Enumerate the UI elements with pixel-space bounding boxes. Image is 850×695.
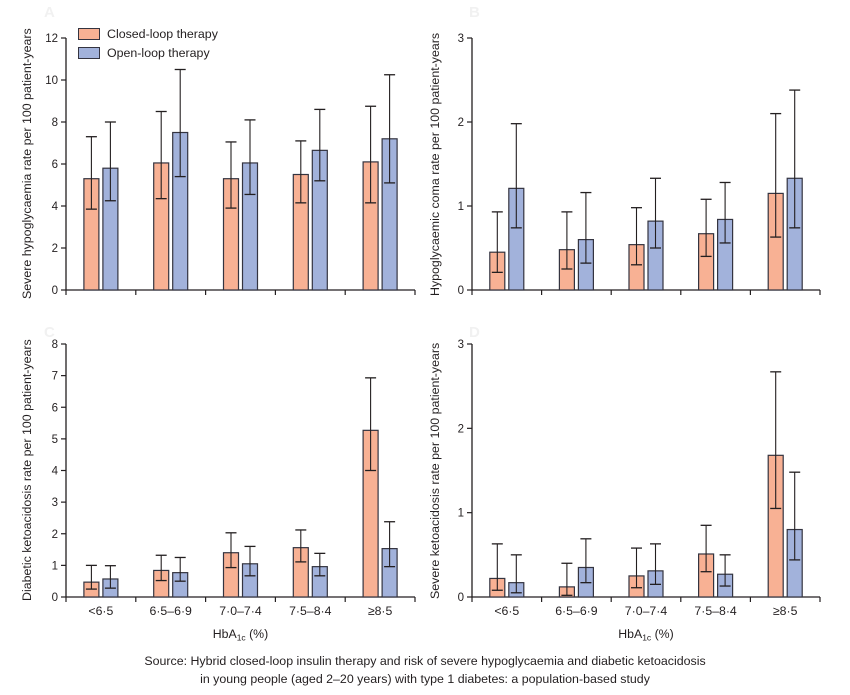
panel-letter-d: D <box>469 324 480 341</box>
y-tick-label: 2 <box>52 529 58 541</box>
x-axis-title: HbA1c (%) <box>618 627 673 643</box>
y-tick-label: 6 <box>52 159 58 171</box>
category-label: 7·5–8·4 <box>289 604 332 618</box>
y-axis-title-diabetic-ketoacidosis: Diabetic ketoacidosis rate per 100 patie… <box>20 339 34 602</box>
y-tick-label: 3 <box>458 33 464 45</box>
chart-severe-hypoglycaemia: 0 2 4 6 8 10 12 <box>45 33 416 297</box>
y-axis-title-hypoglycaemic-coma: Hypoglycaemic coma rate per 100 patient-… <box>428 32 442 296</box>
y-tick-label: 0 <box>458 592 464 604</box>
charts-grid: A Severe hypoglycaemia rate per 100 pati… <box>0 0 850 645</box>
y-tick-label: 12 <box>45 33 58 45</box>
legend: Closed-loop therapy Open-loop therapy <box>78 26 218 64</box>
panel-letter-b: B <box>469 4 480 21</box>
y-tick-label: 8 <box>52 339 58 351</box>
panel-letter-a: A <box>44 4 55 21</box>
panel-severe-ketoacidosis: D Severe ketoacidosis rate per 100 patie… <box>425 320 850 645</box>
legend-swatch-closed-loop <box>78 27 100 40</box>
y-tick-label: 3 <box>52 497 58 509</box>
y-tick-label: 1 <box>458 508 464 520</box>
legend-label-open-loop: Open-loop therapy <box>107 45 210 60</box>
y-tick-label: 2 <box>52 243 58 255</box>
panel-severe-hypoglycaemia: A Severe hypoglycaemia rate per 100 pati… <box>0 0 425 320</box>
y-tick-label: 4 <box>52 201 59 213</box>
y-axis-title-severe-ketoacidosis: Severe ketoacidosis rate per 100 patient… <box>428 342 442 599</box>
y-tick-label: 0 <box>458 285 464 297</box>
panel-letter-c: C <box>44 324 55 341</box>
y-tick-label: 0 <box>52 592 58 604</box>
y-tick-label: 5 <box>52 434 58 446</box>
category-label: ≥8·5 <box>773 604 798 618</box>
legend-swatch-open-loop <box>78 46 100 59</box>
chart-hypoglycaemic-coma: 0 1 2 3 <box>458 33 821 297</box>
y-tick-label: 8 <box>52 117 58 129</box>
y-tick-label: 1 <box>458 201 464 213</box>
y-axis-title-severe-hypoglycaemia: Severe hypoglycaemia rate per 100 patien… <box>20 28 34 300</box>
panel-diabetic-ketoacidosis: C Diabetic ketoacidosis rate per 100 pat… <box>0 320 425 645</box>
x-axis-title: HbA1c (%) <box>213 627 268 643</box>
legend-item-open-loop: Open-loop therapy <box>78 45 218 60</box>
y-tick-label: 10 <box>45 75 58 87</box>
category-label: <6·5 <box>88 604 113 618</box>
source-line-2: in young people (aged 2–20 years) with t… <box>200 671 650 686</box>
y-tick-label: 4 <box>52 466 59 478</box>
category-label: 7·0–7·4 <box>219 604 262 618</box>
y-tick-label: 2 <box>458 117 464 129</box>
y-tick-label: 2 <box>458 423 464 435</box>
chart-diabetic-ketoacidosis: 0 1 2 3 4 5 6 7 8 <6·5 6·5–6·9 7·0–7·4 7·5–8·4 ≥8·5 Hb… <box>52 339 416 643</box>
category-label: 7·5–8·4 <box>694 604 737 618</box>
legend-item-closed-loop: Closed-loop therapy <box>78 26 218 41</box>
y-tick-label: 7 <box>52 371 58 383</box>
panel-hypoglycaemic-coma: B Hypoglycaemic coma rate per 100 patien… <box>425 0 850 320</box>
source-caption: Source: Hybrid closed-loop insulin thera… <box>0 653 850 689</box>
source-line-1: Source: Hybrid closed-loop insulin thera… <box>144 654 706 668</box>
category-label: 6·5–6·9 <box>555 604 598 618</box>
y-tick-label: 1 <box>52 560 58 572</box>
y-tick-label: 6 <box>52 402 58 414</box>
category-label: 6·5–6·9 <box>150 604 193 618</box>
y-tick-label: 0 <box>52 285 58 297</box>
category-label: <6·5 <box>494 604 519 618</box>
category-label: ≥8·5 <box>368 604 393 618</box>
legend-label-closed-loop: Closed-loop therapy <box>107 26 218 41</box>
y-tick-label: 3 <box>458 339 464 351</box>
category-label: 7·0–7·4 <box>625 604 668 618</box>
chart-severe-ketoacidosis: 0 1 2 3 <6·5 6·5–6·9 7·0–7·4 7·5–8·4 ≥8·5 HbA1c (… <box>458 339 821 643</box>
